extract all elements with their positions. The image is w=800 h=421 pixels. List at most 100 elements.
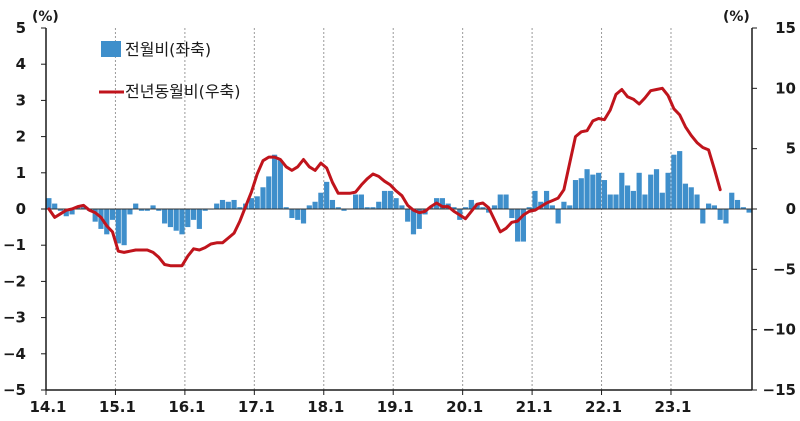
bar-75 <box>480 207 486 209</box>
bar-22 <box>173 209 179 231</box>
bar-37 <box>260 187 266 209</box>
bar-97 <box>607 194 613 209</box>
bar-118 <box>729 192 735 209</box>
x-tick-label-4: 18.1 <box>307 398 344 416</box>
bar-3 <box>63 209 69 217</box>
bar-29 <box>214 203 220 209</box>
x-tick-label-2: 16.1 <box>168 398 205 416</box>
bar-33 <box>237 207 243 209</box>
bar-107 <box>665 172 671 209</box>
bar-0 <box>46 198 52 209</box>
bar-64 <box>416 209 422 229</box>
bar-27 <box>202 209 208 211</box>
left-axis-ticks: 5 4 3 2 1 0 −1 −2 −3 −4 −5 <box>3 19 46 399</box>
bar-102 <box>636 172 642 209</box>
bar-114 <box>706 203 712 209</box>
x-tick-label-0: 14.1 <box>29 398 66 416</box>
bar-109 <box>677 151 683 209</box>
bar-110 <box>682 183 689 209</box>
line-series-yoy-change <box>47 86 722 268</box>
yoy-line <box>47 86 722 268</box>
right-tick-label-6: −15 <box>763 381 796 399</box>
bar-25 <box>190 209 197 220</box>
right-tick-label-4: −5 <box>773 260 796 278</box>
bar-13 <box>121 209 127 246</box>
bar-35 <box>248 198 255 209</box>
right-tick-label-5: −10 <box>763 321 796 339</box>
x-tick-label-9: 23.1 <box>654 398 691 416</box>
bar-14 <box>127 209 133 215</box>
right-tick-label-1: 10 <box>775 79 796 97</box>
left-tick-label-3: 2 <box>16 128 26 146</box>
bar-82 <box>520 209 527 242</box>
right-tick-label-3: 0 <box>786 200 796 218</box>
x-tick-label-5: 19.1 <box>377 398 414 416</box>
bar-92 <box>578 178 584 209</box>
bar-10 <box>104 209 110 235</box>
bar-89 <box>561 201 567 209</box>
bar-40 <box>277 160 283 209</box>
bar-115 <box>711 205 717 209</box>
bar-1 <box>52 203 58 209</box>
right-axis-unit: (%) <box>723 9 750 25</box>
bar-59 <box>387 190 393 209</box>
bar-119 <box>734 199 741 209</box>
bar-57 <box>376 201 382 209</box>
bar-2 <box>57 209 64 211</box>
bar-56 <box>370 207 376 209</box>
bar-121 <box>746 209 752 213</box>
bar-106 <box>659 192 665 209</box>
bar-111 <box>688 187 694 209</box>
bar-103 <box>642 194 648 209</box>
x-tick-label-6: 20.1 <box>446 398 483 416</box>
bar-50 <box>335 207 341 209</box>
x-tick-label-1: 15.1 <box>99 398 136 416</box>
bar-42 <box>289 209 295 219</box>
bar-18 <box>150 205 156 209</box>
bar-95 <box>596 172 602 209</box>
bar-51 <box>341 209 347 211</box>
bar-79 <box>503 194 509 209</box>
legend: 전월비(좌축) 전년동월비(우축) <box>99 40 241 101</box>
bar-38 <box>266 176 272 209</box>
bar-116 <box>717 209 723 220</box>
bar-72 <box>462 207 469 209</box>
bar-44 <box>300 209 307 224</box>
left-tick-label-8: −3 <box>3 309 26 327</box>
bar-55 <box>364 207 370 209</box>
left-tick-label-0: 5 <box>16 19 26 37</box>
bar-113 <box>700 209 706 224</box>
bar-15 <box>133 203 139 209</box>
bar-17 <box>144 209 150 211</box>
bar-series-monthly-change <box>46 151 752 246</box>
bar-88 <box>555 209 561 224</box>
bar-101 <box>630 190 636 209</box>
bar-12 <box>115 209 121 244</box>
bar-99 <box>619 172 625 209</box>
right-tick-label-0: 15 <box>775 19 796 37</box>
right-axis-ticks: 15 10 5 0 −5 −10 −15 <box>752 19 796 399</box>
bar-45 <box>306 205 312 209</box>
left-tick-label-5: 0 <box>16 200 26 218</box>
bar-84 <box>532 190 538 209</box>
bar-93 <box>584 169 590 209</box>
legend-line-label: 전년동월비(우축) <box>125 82 241 101</box>
left-tick-label-1: 4 <box>16 55 26 73</box>
bar-36 <box>254 196 260 209</box>
bar-41 <box>283 207 289 209</box>
bar-68 <box>439 198 445 209</box>
bar-32 <box>231 199 237 209</box>
bar-86 <box>543 190 550 209</box>
bar-104 <box>648 174 654 209</box>
bar-21 <box>167 209 174 228</box>
bar-26 <box>196 209 202 229</box>
x-axis-ticks: 14.1 15.1 16.1 17.1 18.1 19.1 20.1 21.1 22.1 23.1 <box>29 390 691 416</box>
bar-53 <box>353 194 359 209</box>
bar-108 <box>671 154 677 209</box>
bar-6 <box>81 207 87 209</box>
bar-23 <box>179 209 185 235</box>
left-tick-label-10: −5 <box>3 381 26 399</box>
bar-120 <box>740 207 746 209</box>
x-tick-label-8: 22.1 <box>585 398 622 416</box>
